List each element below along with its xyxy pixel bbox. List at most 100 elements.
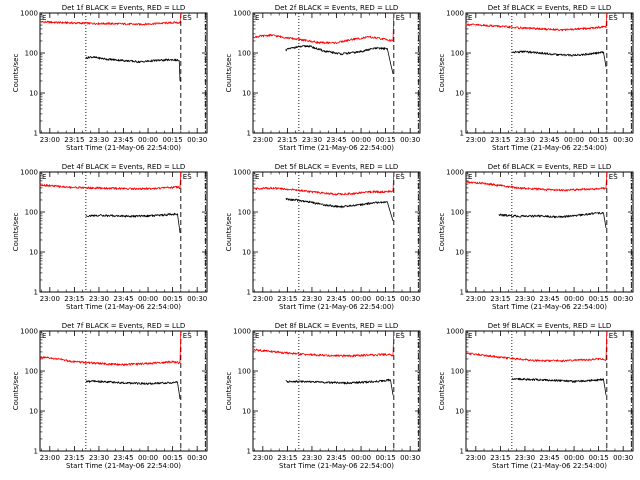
lld-series-line [465, 171, 608, 192]
y-tick-label: 1 [34, 289, 38, 297]
x-tick-label: 00:15 [163, 136, 183, 144]
plot-frame [252, 171, 421, 293]
events-series-line [85, 379, 181, 400]
y-axis-label: Counts/sec [12, 54, 20, 93]
x-tick-label: 00:15 [589, 454, 609, 462]
panel-det-9: Det 9f BLACK = Events, RED = LLD 1 10 100 10… [438, 322, 634, 470]
y-tick-label: 100 [238, 50, 251, 58]
y-tick-label: 10 [242, 249, 251, 257]
x-tick-label: 00:15 [376, 136, 396, 144]
lld-series-line [39, 171, 182, 191]
x-tick-label: 23:45 [539, 454, 559, 462]
x-tick-label: 23:30 [302, 454, 322, 462]
panel-det-5: Det 5f BLACK = Events, RED = LLD 1 10 100 10… [225, 163, 421, 311]
marker-e-label: E [255, 14, 259, 22]
y-tick-label: 1000 [20, 10, 38, 18]
x-tick-label: 00:00 [351, 136, 371, 144]
marker-e-label: E [468, 14, 472, 22]
y-tick-label: 10 [29, 249, 38, 257]
x-tick-label: 23:00 [253, 454, 273, 462]
y-tick-label: 10 [455, 249, 464, 257]
marker-e-label: E [468, 332, 472, 340]
y-tick-label: 100 [451, 209, 464, 217]
panel-det-1: Det 1f BLACK = Events, RED = LLD 1 10 100 10… [12, 4, 208, 152]
x-tick-label: 23:00 [253, 295, 273, 303]
y-tick-label: 1000 [233, 169, 251, 177]
x-tick-label: 00:15 [163, 454, 183, 462]
panel-title: Det 3f BLACK = Events, RED = LLD [488, 4, 611, 12]
x-tick-label: 00:00 [351, 454, 371, 462]
plot-frame [465, 330, 634, 452]
y-tick-label: 100 [25, 209, 38, 217]
x-tick-label: 00:30 [400, 295, 420, 303]
y-tick-label: 1 [247, 448, 251, 456]
x-tick-label: 00:00 [138, 136, 158, 144]
y-tick-label: 1000 [233, 10, 251, 18]
x-axis-label: Start Time (21-May-06 22:54:00) [279, 462, 394, 470]
panel-title: Det 7f BLACK = Events, RED = LLD [62, 322, 185, 330]
marker-es-label: ES [609, 332, 618, 340]
panel-title: Det 9f BLACK = Events, RED = LLD [488, 322, 611, 330]
x-axis-label: Start Time (21-May-06 22:54:00) [279, 303, 394, 311]
x-tick-label: 23:45 [113, 136, 133, 144]
y-tick-label: 100 [238, 368, 251, 376]
x-tick-label: 23:00 [466, 454, 486, 462]
x-tick-label: 23:15 [490, 136, 510, 144]
y-axis-label: Counts/sec [225, 372, 233, 411]
marker-e-label: E [42, 332, 46, 340]
y-tick-label: 1000 [446, 10, 464, 18]
x-tick-label: 00:30 [187, 295, 207, 303]
marker-es-label: ES [396, 173, 405, 181]
events-series-line [511, 377, 607, 396]
marker-e-label: E [468, 173, 472, 181]
y-tick-label: 1 [460, 130, 464, 138]
x-tick-label: 00:30 [613, 295, 633, 303]
marker-es-label: ES [609, 173, 618, 181]
lld-series-line [252, 171, 395, 196]
plot-frame [39, 330, 208, 452]
x-axis-label: Start Time (21-May-06 22:54:00) [66, 303, 181, 311]
y-tick-label: 1000 [20, 169, 38, 177]
y-tick-label: 1 [34, 448, 38, 456]
y-tick-label: 10 [29, 408, 38, 416]
marker-es-label: ES [396, 332, 405, 340]
events-series-line [285, 197, 394, 222]
y-tick-label: 100 [451, 50, 464, 58]
events-series-line [285, 45, 394, 74]
marker-es-label: ES [183, 332, 192, 340]
y-axis-label: Counts/sec [225, 54, 233, 93]
lld-series-line [252, 12, 395, 45]
y-tick-label: 100 [238, 209, 251, 217]
y-tick-label: 1 [460, 289, 464, 297]
y-tick-label: 1000 [446, 328, 464, 336]
y-tick-label: 1 [247, 289, 251, 297]
lld-series-line [39, 12, 182, 26]
marker-e-label: E [42, 173, 46, 181]
x-tick-label: 00:00 [564, 136, 584, 144]
panel-title: Det 5f BLACK = Events, RED = LLD [275, 163, 398, 171]
x-tick-label: 00:30 [400, 454, 420, 462]
plot-frame [39, 171, 208, 293]
events-series-line [285, 378, 394, 396]
x-tick-label: 23:45 [326, 295, 346, 303]
y-tick-label: 100 [451, 368, 464, 376]
x-tick-label: 00:00 [351, 295, 371, 303]
y-tick-label: 1000 [233, 328, 251, 336]
panel-det-2: Det 2f BLACK = Events, RED = LLD 1 10 100 10… [225, 4, 421, 152]
events-series-line [85, 56, 181, 82]
x-axis-label: Start Time (21-May-06 22:54:00) [66, 462, 181, 470]
x-tick-label: 00:00 [564, 295, 584, 303]
panel-title: Det 6f BLACK = Events, RED = LLD [488, 163, 611, 171]
x-tick-label: 23:00 [40, 454, 60, 462]
x-tick-label: 00:15 [589, 295, 609, 303]
lld-series-line [465, 12, 608, 32]
x-tick-label: 23:30 [515, 295, 535, 303]
x-tick-label: 23:45 [113, 295, 133, 303]
y-tick-label: 1 [34, 130, 38, 138]
x-tick-label: 23:15 [277, 136, 297, 144]
lld-series-line [39, 330, 182, 366]
x-axis-label: Start Time (21-May-06 22:54:00) [66, 144, 181, 152]
x-tick-label: 23:15 [490, 454, 510, 462]
y-axis-label: Counts/sec [225, 213, 233, 252]
